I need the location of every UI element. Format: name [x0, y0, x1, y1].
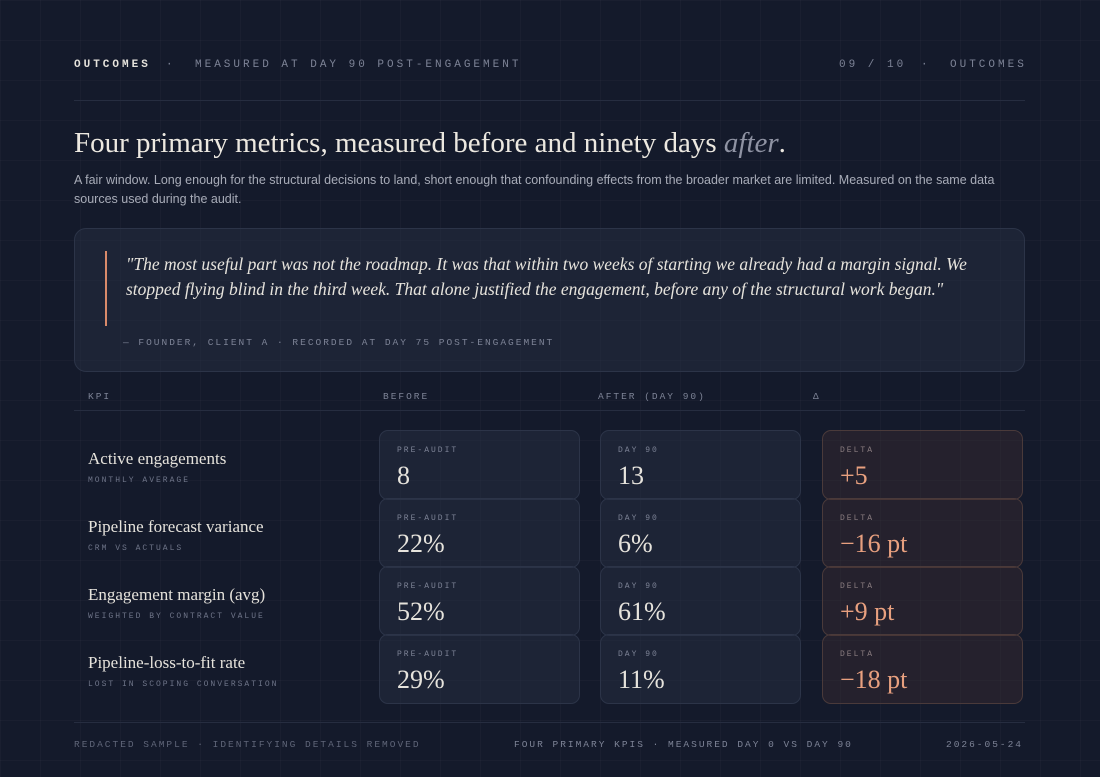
section: OUTCOMES: [74, 59, 151, 71]
before-value: 52%: [397, 597, 445, 626]
before-value: 22%: [397, 529, 445, 558]
before-caption: PRE-AUDIT: [397, 650, 459, 659]
kpi-label: Pipeline forecast variance: [88, 517, 264, 536]
before-card: PRE-AUDIT 22%: [379, 498, 580, 568]
column-header: AFTER (DAY 90): [598, 391, 706, 402]
delta-value: +9 pt: [840, 597, 895, 626]
footer-right: 2026-05-24: [946, 739, 1024, 750]
after-value: 61%: [618, 597, 666, 626]
separator: ·: [166, 59, 176, 71]
after-card: DAY 90 6%: [600, 498, 801, 568]
before-caption: PRE-AUDIT: [397, 514, 459, 523]
kpi-sublabel: LOST IN SCOPING CONVERSATION: [88, 680, 279, 689]
delta-card: DELTA +5: [822, 430, 1023, 500]
column-header: BEFORE: [383, 391, 430, 402]
after-value: 13: [618, 461, 644, 490]
kpi-sublabel: WEIGHTED BY CONTRACT VALUE: [88, 612, 265, 621]
after-card: DAY 90 13: [600, 430, 801, 500]
divider: [74, 410, 1025, 411]
kpi-label: Active engagements: [88, 449, 227, 468]
quote-text: "The most useful part was not the roadma…: [126, 254, 967, 299]
before-value: 8: [397, 461, 410, 490]
delta-caption: DELTA: [840, 582, 875, 591]
quote-box: "The most useful part was not the roadma…: [74, 228, 1025, 372]
delta-caption: DELTA: [840, 514, 875, 523]
title-emphasis: after: [723, 127, 779, 159]
delta-card: DELTA +9 pt: [822, 566, 1023, 636]
page-section: OUTCOMES: [950, 59, 1027, 71]
separator: ·: [921, 59, 931, 71]
after-caption: DAY 90: [618, 514, 659, 523]
intro: A fair window. Long enough for the struc…: [74, 173, 995, 206]
footer-center: FOUR PRIMARY KPIS · MEASURED DAY 0 VS DA…: [514, 739, 853, 750]
kpi-label: Pipeline-loss-to-fit rate: [88, 653, 246, 672]
page-number: 09 / 10: [839, 59, 907, 71]
kpi-sublabel: CRM VS ACTUALS: [88, 544, 184, 553]
before-card: PRE-AUDIT 52%: [379, 566, 580, 636]
header-subtitle: MEASURED AT DAY 90 POST-ENGAGEMENT: [195, 59, 522, 71]
delta-caption: DELTA: [840, 446, 875, 455]
before-card: PRE-AUDIT 8: [379, 430, 580, 500]
before-value: 29%: [397, 665, 445, 694]
after-value: 6%: [618, 529, 653, 558]
column-header: KPI: [88, 391, 112, 402]
column-header: Δ: [813, 391, 821, 402]
title-end: .: [778, 127, 786, 159]
divider: [74, 100, 1025, 101]
after-caption: DAY 90: [618, 446, 659, 455]
kpi-sublabel: MONTHLY AVERAGE: [88, 476, 191, 485]
before-caption: PRE-AUDIT: [397, 582, 459, 591]
after-card: DAY 90 11%: [600, 634, 801, 704]
quote-attribution: — FOUNDER, CLIENT A · RECORDED AT DAY 75…: [123, 337, 555, 348]
divider: [74, 722, 1025, 723]
after-caption: DAY 90: [618, 582, 659, 591]
delta-value: −16 pt: [840, 529, 908, 558]
delta-card: DELTA −18 pt: [822, 634, 1023, 704]
title-main: Four primary metrics, measured before an…: [74, 127, 724, 159]
title: Four primary metrics, measured before an…: [74, 127, 786, 160]
delta-value: +5: [840, 461, 868, 490]
delta-caption: DELTA: [840, 650, 875, 659]
after-value: 11%: [618, 665, 665, 694]
after-card: DAY 90 61%: [600, 566, 801, 636]
kpi-label: Engagement margin (avg): [88, 585, 266, 604]
delta-card: DELTA −16 pt: [822, 498, 1023, 568]
quote-bar: [105, 251, 107, 326]
after-caption: DAY 90: [618, 650, 659, 659]
footer-left: REDACTED SAMPLE · IDENTIFYING DETAILS RE…: [74, 739, 421, 750]
before-card: PRE-AUDIT 29%: [379, 634, 580, 704]
delta-value: −18 pt: [840, 665, 908, 694]
before-caption: PRE-AUDIT: [397, 446, 459, 455]
